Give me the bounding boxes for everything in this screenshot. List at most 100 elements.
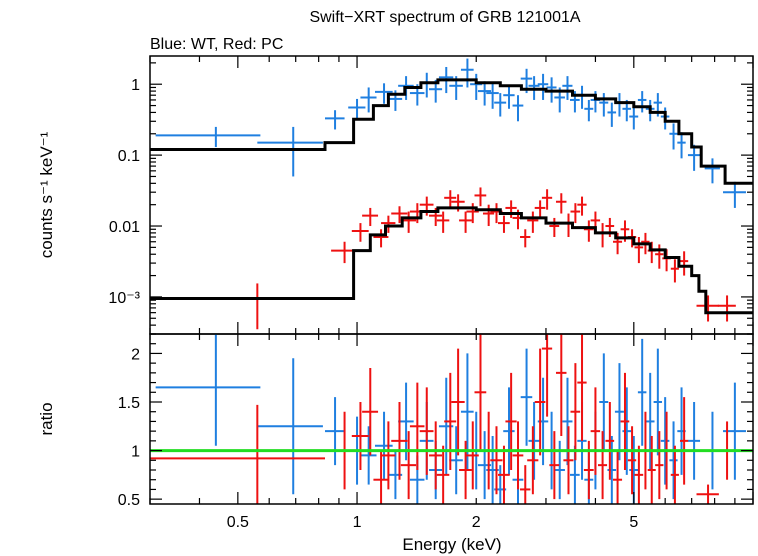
spectrum-point-pc: [482, 204, 495, 227]
ratio-point-pc: [512, 421, 524, 490]
ratio-point-pc: [474, 334, 487, 451]
spectrum-point-pc: [362, 207, 379, 227]
spectrum-point-wt: [637, 91, 647, 113]
spectrum-point-wt: [494, 93, 507, 117]
spectrum-point-wt: [687, 144, 701, 171]
spectrum-point-pc: [696, 295, 719, 322]
spectrum-point-wt: [537, 73, 549, 100]
ratio-point-pc: [670, 445, 679, 504]
x-tick-label: 1: [353, 514, 362, 531]
spectrum-point-pc: [655, 244, 664, 269]
spectrum-point-wt: [669, 123, 678, 150]
spectrum-point-pc: [505, 200, 517, 218]
ratio-point-pc: [597, 431, 608, 500]
ratio-point-pc: [429, 421, 443, 490]
spectrum-point-pc: [670, 259, 679, 283]
ratio-point-pc: [570, 363, 581, 461]
ratio-point-pc: [400, 431, 417, 500]
ratio-point-pc: [563, 426, 574, 495]
model-line: [150, 78, 753, 185]
ratio-point-wt: [155, 334, 261, 446]
ratio-y-tick-label: 2: [131, 346, 140, 363]
spectrum-point-wt: [348, 98, 366, 120]
spectrum-point-wt: [477, 81, 492, 106]
spectrum-point-pc: [373, 229, 389, 248]
spectrum-point-pc: [498, 215, 510, 233]
spectrum-point-pc: [520, 229, 531, 248]
model-line: [150, 206, 753, 315]
ratio-point-wt: [669, 421, 678, 500]
ratio-point-wt: [653, 348, 662, 456]
spectrum-point-wt: [512, 95, 524, 122]
chart-subtitle: Blue: WT, Red: PC: [150, 36, 283, 53]
spectrum-point-wt: [360, 87, 377, 113]
spectrum-point-pc: [381, 215, 396, 233]
spectrum-point-wt: [629, 107, 639, 130]
spectrum-point-wt: [470, 73, 483, 100]
ratio-point-pc: [620, 372, 630, 470]
ratio-point-pc: [498, 445, 510, 504]
chart-title: Swift−XRT spectrum of GRB 121001A: [309, 9, 580, 26]
spectrum-point-wt: [607, 102, 617, 127]
spectrum-y-tick-label: 1: [131, 77, 140, 94]
ratio-point-wt: [374, 411, 393, 480]
ratio-point-pc: [466, 421, 479, 490]
spectrum-point-pc: [459, 211, 472, 233]
spectrum-point-pc: [583, 220, 594, 242]
spectrum-point-pc: [679, 251, 689, 276]
spectrum-point-pc: [534, 200, 546, 218]
ratio-point-pc: [436, 445, 450, 504]
spectrum-point-wt: [460, 58, 474, 88]
ratio-point-pc: [362, 368, 379, 456]
spectrum-point-wt: [723, 181, 746, 208]
ratio-point-pc: [634, 445, 644, 504]
ratio-point-pc: [351, 402, 369, 470]
ratio-point-wt: [599, 353, 609, 451]
ratio-point-pc: [541, 334, 553, 417]
x-tick-label: 5: [629, 514, 638, 531]
spectrum-point-pc: [527, 211, 539, 233]
spectrum-point-wt: [486, 82, 499, 109]
spectrum-point-pc: [634, 237, 644, 264]
ratio-point-wt: [607, 436, 617, 504]
spectrum-y-tick-label: 0.01: [109, 219, 140, 236]
ratio-point-wt: [637, 338, 647, 446]
ratio-panel: 0.5 1 1.5 2 0.5 1 2 5 ratio: [37, 56, 754, 531]
ratio-point-pc: [419, 387, 434, 475]
spectrum-point-wt: [614, 93, 624, 117]
ratio-point-wt: [257, 358, 323, 495]
ratio-point-wt: [460, 353, 474, 470]
ratio-point-pc: [577, 334, 587, 441]
ratio-point-pc: [150, 404, 325, 504]
ratio-point-pc: [534, 348, 546, 456]
ratio-point-wt: [503, 387, 515, 475]
spectrum-point-pc: [549, 217, 560, 238]
spectrum-panel: 10⁻³ 0.01 0.1 1 counts s⁻¹ keV⁻¹: [37, 55, 754, 335]
ratio-y-tick-label: 0.5: [118, 492, 140, 509]
ratio-point-wt: [614, 363, 624, 461]
spectrum-point-pc: [474, 187, 487, 207]
ratio-point-pc: [696, 484, 719, 504]
ratio-point-pc: [409, 382, 425, 470]
spectrum-frame: [149, 55, 754, 335]
spectrum-point-wt: [374, 83, 393, 104]
spectrum-point-pc: [555, 193, 567, 214]
spectrum-point-pc: [577, 196, 587, 216]
spectrum-point-wt: [324, 110, 345, 130]
ratio-point-pc: [451, 348, 465, 456]
ratio-point-wt: [687, 402, 701, 480]
spectrum-point-wt: [562, 76, 573, 100]
ratio-point-pc: [555, 334, 567, 436]
x-axis-label: Energy (keV): [402, 535, 501, 554]
spectrum-point-pc: [351, 223, 369, 242]
spectrum-point-wt: [257, 126, 323, 177]
ratio-point-pc: [444, 372, 457, 470]
ratio-point-pc: [612, 450, 623, 504]
spectrum-point-wt: [503, 85, 515, 109]
ratio-point-wt: [528, 402, 540, 480]
ratio-frame: [149, 333, 754, 505]
ratio-point-pc: [549, 431, 560, 500]
spectrum-point-wt: [704, 158, 720, 184]
spectrum-point-pc: [717, 295, 736, 322]
